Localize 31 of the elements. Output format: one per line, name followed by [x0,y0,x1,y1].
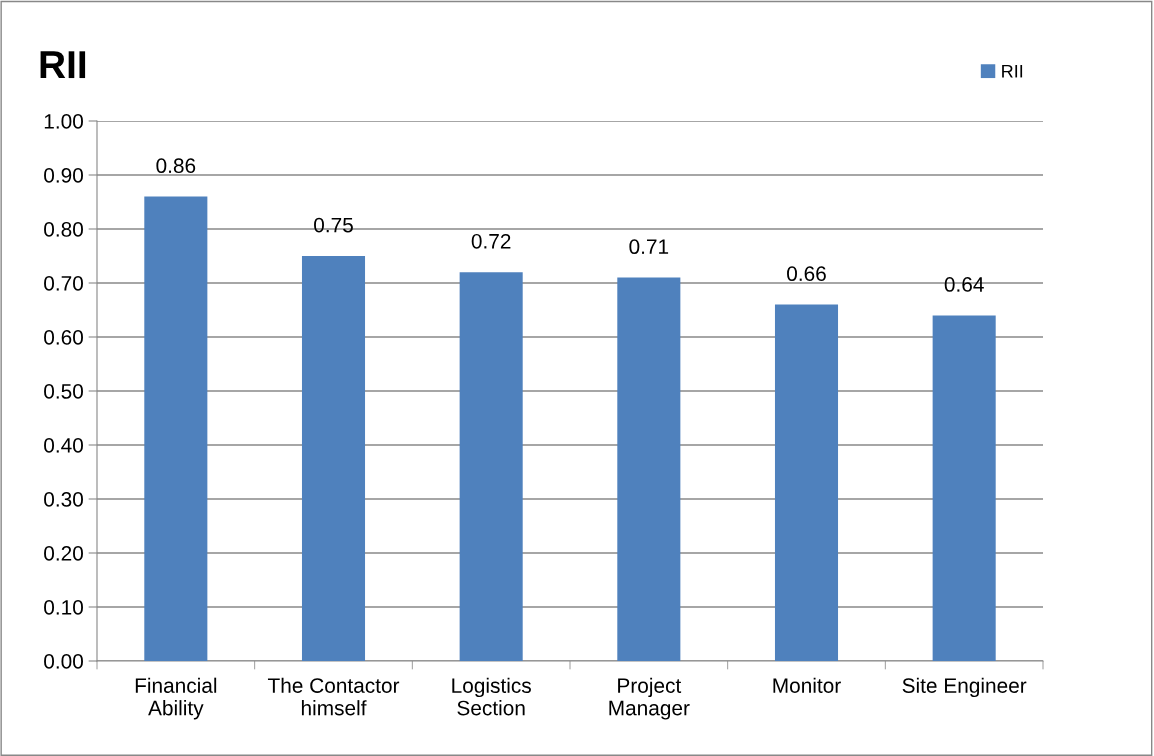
data-label: 0.64 [944,277,984,292]
chart-title: RII [40,51,86,79]
bar [617,277,681,661]
x-tick-label: Logistics Section [452,677,531,716]
y-tick-label: 0.30 [44,492,83,507]
y-tick-label: 0.60 [44,330,83,345]
legend-label: RII [1002,65,1023,78]
data-label: 0.75 [314,217,353,233]
x-tick-label: Project Manager [609,677,690,720]
x-tick-label: Financial Ability [135,677,217,720]
y-tick-label: 0.90 [44,168,83,183]
bar [144,196,208,661]
data-label: 0.86 [156,158,196,174]
x-tick-label: The Contactor himself [267,677,400,716]
y-tick-label: 0.00 [44,654,83,669]
x-tick-label: Site Engineer [902,677,1027,698]
bar [459,272,523,661]
y-tick-label: 0.70 [44,276,83,291]
y-tick-label: 0.50 [44,384,83,399]
y-tick-label: 0.80 [44,222,83,237]
bar [301,256,366,661]
data-label: 0.72 [471,233,511,249]
y-tick-label: 0.40 [44,438,83,453]
x-tick-label: Monitor [773,677,841,693]
data-label: 0.66 [787,266,826,282]
y-tick-label: 0.20 [44,546,83,561]
data-label: 0.71 [629,239,669,255]
bar [774,304,839,661]
y-tick-label: 1.00 [44,114,83,129]
y-tick-label: 0.10 [44,600,83,615]
bar [932,315,996,661]
